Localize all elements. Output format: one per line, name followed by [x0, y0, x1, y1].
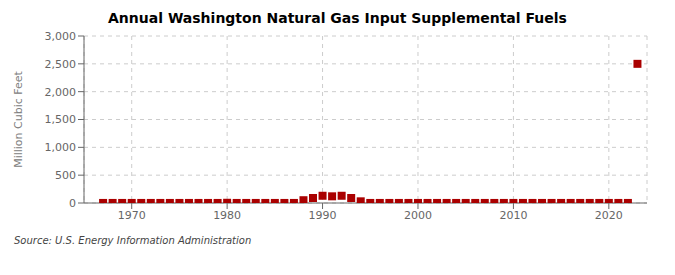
html-text:Source: U.S. Energy Informatio: Source: U.S. Energy Information Administ…: [14, 235, 252, 246]
svg-text:1980: 1980: [213, 209, 241, 222]
svg-text:2000: 2000: [404, 209, 432, 222]
svg-text:3,000: 3,000: [45, 30, 77, 43]
svg-text:1990: 1990: [309, 209, 337, 222]
svg-text:500: 500: [55, 169, 76, 182]
svg-text:1970: 1970: [118, 209, 146, 222]
svg-text:2,000: 2,000: [45, 86, 77, 99]
svg-text:1,500: 1,500: [45, 113, 77, 126]
svg-text:0: 0: [69, 197, 76, 210]
svg-text:1,000: 1,000: [45, 141, 77, 154]
svg-text:Million Cubic Feet: Million Cubic Feet: [12, 70, 25, 167]
svg-text:2,500: 2,500: [45, 58, 77, 71]
html-text:Annual Washington Natural Gas: Annual Washington Natural Gas Input Supp…: [108, 10, 567, 26]
svg-text:2010: 2010: [499, 209, 527, 222]
svg-text:2020: 2020: [595, 209, 623, 222]
